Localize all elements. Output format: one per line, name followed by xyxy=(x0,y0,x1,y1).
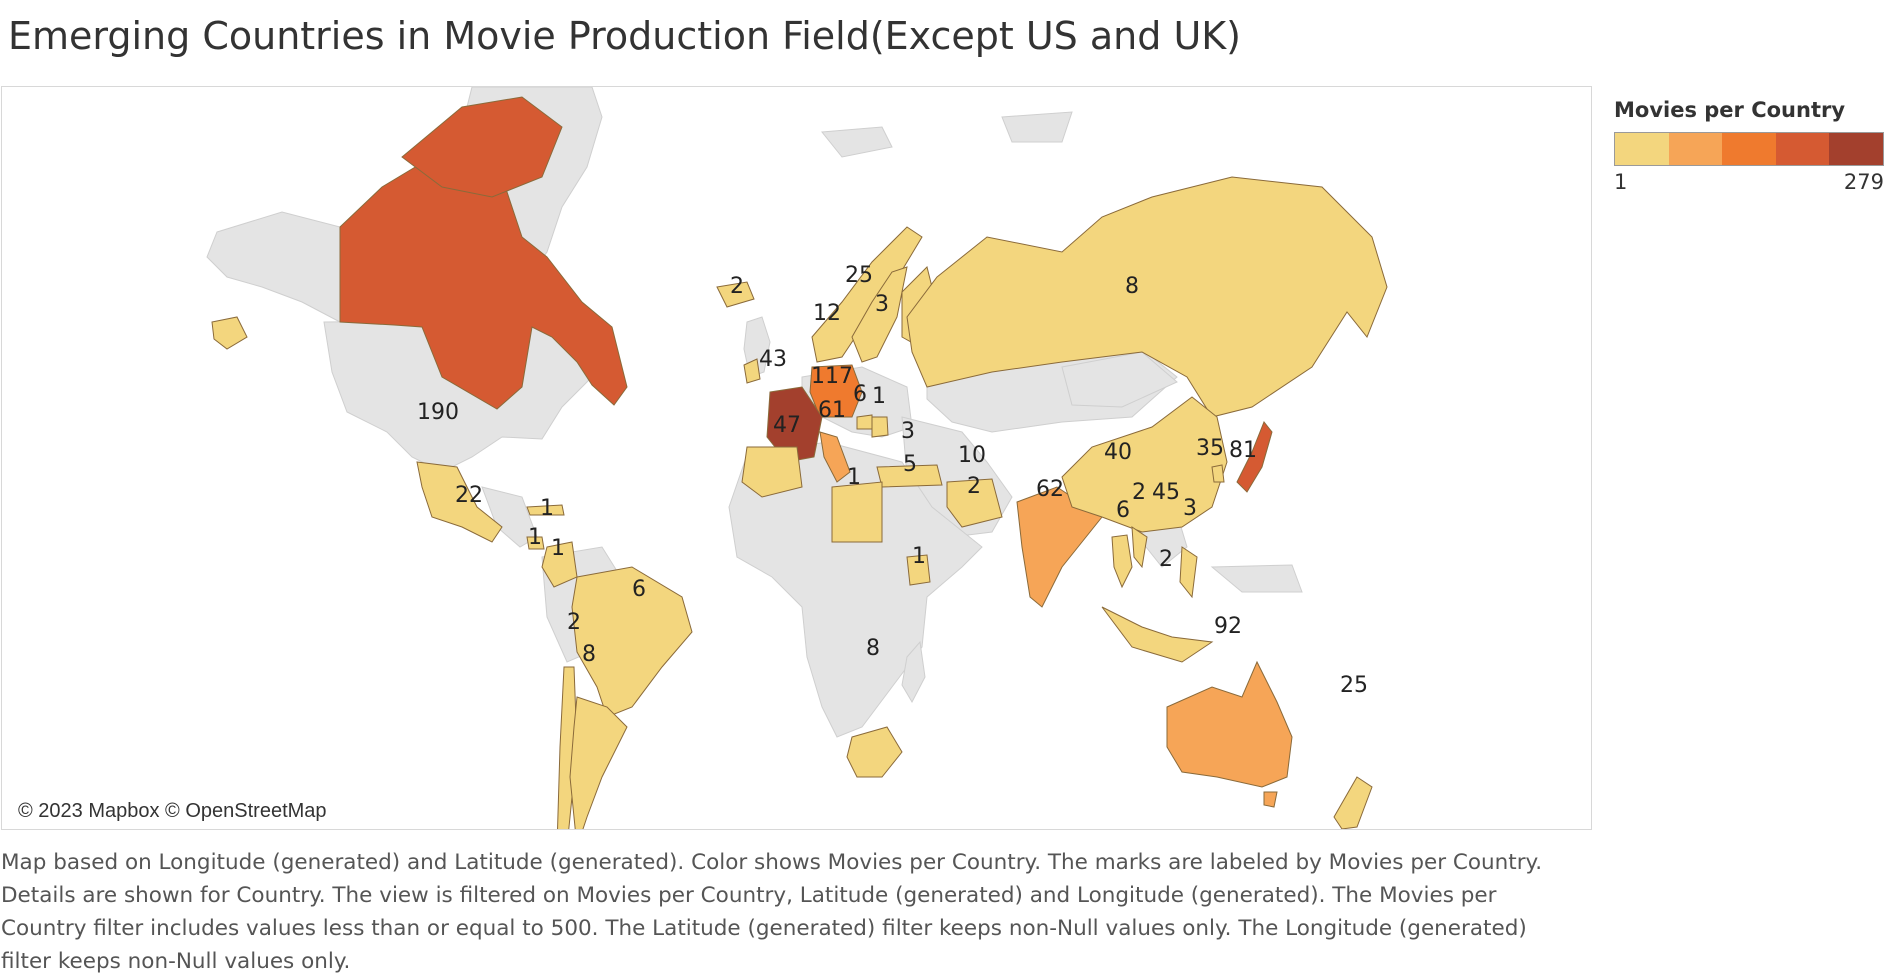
label-france: 61 xyxy=(818,398,846,423)
label-finland: 3 xyxy=(875,292,889,317)
country-shape-south-africa xyxy=(846,726,903,778)
country-shape-turkey xyxy=(876,464,943,488)
legend-min-label: 1 xyxy=(1614,170,1628,194)
label-israel: 5 xyxy=(903,452,917,477)
country-shape-cuba xyxy=(526,504,565,516)
label-brazil: 6 xyxy=(632,577,646,602)
label-hungary: 6 xyxy=(853,382,867,407)
label-china: 40 xyxy=(1104,440,1132,465)
country-shape-japan xyxy=(1236,421,1273,493)
label-vietnam: 2 xyxy=(1132,480,1146,505)
africa-shape xyxy=(728,441,983,738)
map-attribution[interactable]: © 2023 Mapbox © OpenStreetMap xyxy=(12,798,333,825)
label-kenya: 1 xyxy=(912,544,926,569)
label-ireland: 4 xyxy=(759,347,773,372)
world-map[interactable]: 190 2 12 25 3 8 4 3 117 61 47 6 1 3 5 1 … xyxy=(2,87,1591,829)
arctic-islands-shape xyxy=(821,126,893,158)
country-shape-libya xyxy=(831,481,883,543)
label-uk-gap: 3 xyxy=(773,347,787,372)
country-shape-russia xyxy=(906,176,1388,418)
label-thailand: 6 xyxy=(1116,498,1130,523)
legend-swatch-5 xyxy=(1829,133,1883,165)
legend-swatch-1 xyxy=(1615,133,1669,165)
country-shape-south-korea xyxy=(1211,464,1225,483)
label-australia: 92 xyxy=(1214,614,1242,639)
country-shape-ireland xyxy=(743,358,761,384)
label-iran: 10 xyxy=(958,443,986,468)
label-argentina: 8 xyxy=(582,642,596,667)
label-south-korea: 35 xyxy=(1196,436,1224,461)
country-shape-kenya xyxy=(906,554,931,586)
label-colombia: 1 xyxy=(551,536,565,561)
chart-title: Emerging Countries in Movie Production F… xyxy=(8,14,1241,58)
country-shape-spain xyxy=(741,446,803,498)
legend-swatch-2 xyxy=(1668,133,1723,165)
label-south-africa: 8 xyxy=(866,636,880,661)
legend-swatch-3 xyxy=(1722,133,1776,165)
map-view[interactable]: 190 2 12 25 3 8 4 3 117 61 47 6 1 3 5 1 … xyxy=(1,86,1592,830)
legend-title: Movies per Country xyxy=(1614,98,1846,122)
label-panama: 1 xyxy=(528,525,542,550)
country-shape-norway xyxy=(811,226,923,363)
tasmania-shape xyxy=(1263,791,1278,808)
label-sweden: 25 xyxy=(845,263,873,288)
legend-color-ramp xyxy=(1614,132,1884,166)
highlighted-countries xyxy=(211,96,1388,829)
label-iceland: 2 xyxy=(730,274,744,299)
label-canada: 190 xyxy=(417,400,459,425)
label-chile: 2 xyxy=(567,610,581,635)
country-shape-thailand xyxy=(1111,534,1133,589)
label-germany: 117 xyxy=(811,364,853,389)
label-mexico: 22 xyxy=(455,483,483,508)
country-shape-panama xyxy=(526,536,545,550)
country-shape-new-zealand xyxy=(1333,776,1373,829)
legend-swatch-4 xyxy=(1775,133,1830,165)
country-shape-iran xyxy=(946,478,1003,528)
alaska-shape xyxy=(206,211,341,323)
country-shape-philippines xyxy=(1179,546,1198,599)
label-new-zealand: 25 xyxy=(1340,673,1368,698)
svalbard-shape xyxy=(1001,111,1073,143)
color-legend: Movies per Country 1 279 xyxy=(1614,98,1884,194)
legend-range: 1 279 xyxy=(1614,170,1884,194)
label-japan: 81 xyxy=(1229,438,1257,463)
country-shape-argentina xyxy=(569,696,628,829)
mongolia-shape xyxy=(1061,351,1178,408)
legend-max-label: 279 xyxy=(1843,170,1884,194)
label-hong-kong: 45 xyxy=(1152,480,1180,505)
canada-islands-shape xyxy=(401,96,563,198)
label-cuba: 1 xyxy=(540,496,554,521)
label-libya: 1 xyxy=(847,465,861,490)
label-indonesia: 2 xyxy=(1159,547,1173,572)
label-philippines: 3 xyxy=(1183,496,1197,521)
label-romania: 1 xyxy=(872,384,886,409)
country-shape-colombia xyxy=(541,541,578,588)
country-shape-italy xyxy=(819,431,851,483)
country-shape-brazil xyxy=(571,566,693,718)
madagascar-shape xyxy=(901,640,926,704)
label-turkey: 3 xyxy=(901,419,915,444)
label-uae: 2 xyxy=(967,474,981,499)
country-shape-vietnam xyxy=(1131,526,1148,569)
country-shape-alaska xyxy=(211,316,248,350)
label-norway: 12 xyxy=(813,301,841,326)
papua-shape xyxy=(1210,564,1303,593)
label-spain: 47 xyxy=(773,413,801,438)
label-russia: 8 xyxy=(1125,274,1139,299)
country-shape-france xyxy=(766,386,823,463)
country-shape-iceland xyxy=(716,281,755,308)
country-shape-mexico xyxy=(416,461,503,543)
map-caption: Map based on Longitude (generated) and L… xyxy=(1,850,1543,974)
label-india: 62 xyxy=(1036,477,1064,502)
country-shape-china xyxy=(1061,396,1228,533)
country-shape-romania xyxy=(871,416,889,438)
country-shape-hungary xyxy=(856,414,873,430)
country-shape-germany xyxy=(809,364,863,418)
country-shape-australia xyxy=(1166,660,1293,788)
country-shape-indonesia xyxy=(1101,606,1214,663)
map-labels: 190 2 12 25 3 8 4 3 117 61 47 6 1 3 5 1 … xyxy=(417,263,1368,698)
